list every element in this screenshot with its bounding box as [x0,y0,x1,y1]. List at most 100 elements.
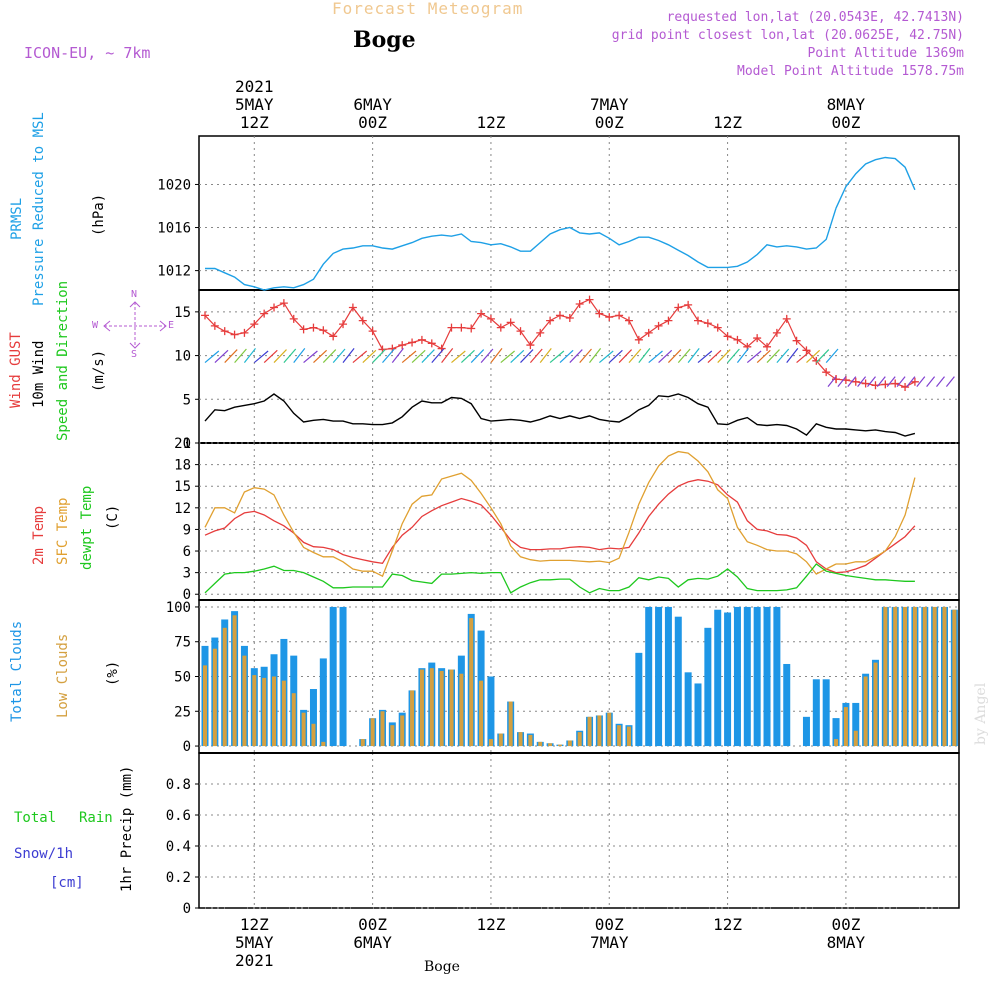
wind-arrow [253,350,269,364]
footer-location: Boge [424,959,460,975]
y-tick-label: 10 [174,349,191,365]
compass-n: N [131,289,138,300]
time-label-bottom: 2021 [235,951,274,970]
gust-point [398,341,407,350]
total-cloud-bar [763,606,771,747]
y-tick-label: 15 [174,479,191,495]
y-tick-label: 1020 [157,177,191,193]
gust-point [891,379,900,388]
low-cloud-bar [912,606,917,747]
time-label-top: 2021 [235,77,274,96]
wind-arrow [313,349,328,364]
gust-point [536,328,545,337]
y-tick-label: 100 [166,600,191,616]
low-cloud-bar [863,676,868,747]
compass-w: W [92,320,99,331]
low-cloud-bar [538,741,543,747]
gust-point [733,335,742,344]
y-tick-label: 75 [174,635,191,651]
wind-arrow [224,349,238,364]
low-cloud-bar [607,712,612,747]
low-cloud-bar [567,740,572,747]
gust-point [861,379,870,388]
wind-arrow [667,349,682,364]
time-label-top: 12Z [476,113,505,132]
chart-title: Forecast Meteogram [332,1,523,17]
wind-arrow [303,350,318,364]
gust-point [210,321,219,330]
low-cloud-bar [557,744,562,747]
gust-point [467,324,476,333]
gust-point [358,316,367,325]
gust-point [772,328,781,337]
temp2m-line [835,525,916,574]
gust-point [792,336,801,345]
time-label-top: 00Z [831,113,860,132]
wind-arrow [786,348,799,363]
gust-point [684,300,693,309]
wind-arrow [273,349,287,364]
low-cloud-bar [262,677,267,747]
y-tick-label: 0 [183,436,191,452]
sfc-temp-line [836,477,916,565]
pressure-line [205,207,837,291]
total-cloud-bar [694,683,702,747]
time-label-bottom: 8MAY [827,933,866,952]
total-cloud-bar [714,609,722,747]
gust-point [812,356,821,365]
total-cloud-bar [684,672,692,747]
wind-arrow [756,349,771,364]
time-label-bottom: 12Z [240,915,269,934]
wind-arrow [876,376,886,387]
time-label-bottom: 12Z [476,915,505,934]
y-tick-label: 0.8 [166,777,191,793]
compass-e: E [168,320,175,331]
wind-arrow [658,349,673,364]
low-cloud-bar [370,718,375,747]
total-cloud-bar [724,612,732,747]
low-cloud-bar [479,680,484,747]
pressure-line [835,156,916,209]
title-text: Forecast Meteogram [332,0,524,18]
low-cloud-bar [429,668,434,747]
y-tick-label: 3 [183,566,191,582]
wind-arrow [342,348,355,363]
dewpoint-line [204,563,837,594]
snow-unit: [cm] [50,875,84,891]
total-cloud-bar [743,606,751,747]
gust-point [220,327,229,336]
low-cloud-bar [853,730,858,747]
y-tick-label: 15 [174,305,191,321]
temp2m-line [204,479,837,574]
gust-point [279,299,288,308]
low-cloud-bar [439,670,444,747]
gust-point [901,383,910,392]
wind-arrow [638,348,651,363]
time-label-bottom: 6MAY [353,933,392,952]
wind-arrow [618,349,633,364]
gust-point [634,335,643,344]
total-cloud-bar [753,606,761,747]
rain-label-a: Total [14,810,57,826]
total-cloud-bar [339,606,347,747]
wind-arrow [766,349,780,364]
y-tick-label: 1012 [157,264,191,280]
low-cloud-bar [252,675,257,747]
compass-s: S [131,349,138,360]
total-cloud-bar [812,679,820,747]
wind-arrow [648,350,663,364]
low-cloud-bar [488,739,493,747]
gust-point [230,330,239,339]
wind-arrow [569,349,583,364]
low-cloud-bar [291,693,296,747]
low-cloud-bar [459,673,464,747]
gust-point [201,311,209,320]
low-cloud-bar [410,690,415,747]
gust-point [555,311,564,320]
total-cloud-bar [832,718,840,747]
compass-lines [103,301,167,349]
gust-point [644,328,653,337]
wind-arrow [559,349,574,364]
point-altitude: Point Altitude 1369m [807,46,964,61]
